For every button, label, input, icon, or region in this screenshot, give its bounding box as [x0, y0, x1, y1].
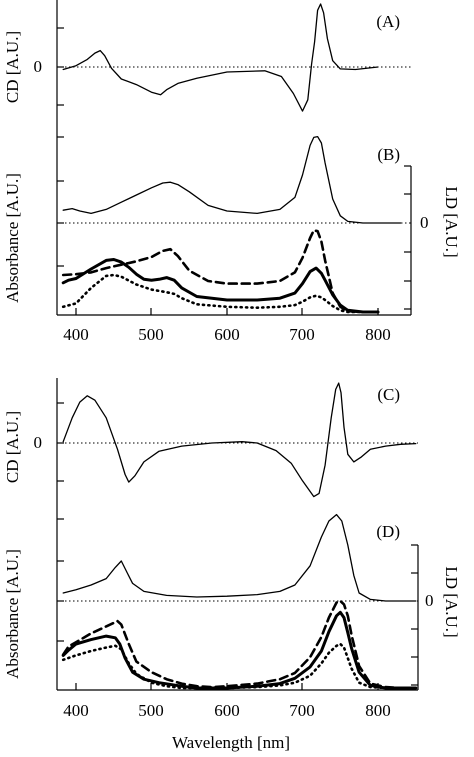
series-line-dashed	[61, 599, 418, 690]
panel-b-y-axis-label: Absorbance [A.U.]	[3, 173, 22, 303]
panel-d-ld-zero-label: 0	[425, 591, 434, 610]
panel-d-x-ticks: 400 500 600 700 800	[63, 683, 391, 720]
panel-c-zero-label: 0	[34, 433, 43, 452]
x-axis-label: Wavelength [nm]	[172, 733, 290, 752]
series-line-thick-solid	[61, 258, 380, 314]
panel-b-label: (B)	[377, 145, 400, 164]
series-line-thick-solid	[61, 610, 418, 690]
panel-d-x-tick-label: 400	[63, 701, 89, 720]
panel-c-label: (C)	[377, 385, 400, 404]
panel-d-x-tick-label: 600	[214, 701, 240, 720]
panel-d-x-tick-label: 500	[138, 701, 164, 720]
panel-b-ld-axis-label: LD [A.U.]	[442, 186, 461, 257]
panel-a-cd: 0 (A) CD [A.U.]	[3, 0, 411, 132]
panel-a-label: (A)	[376, 12, 400, 31]
panel-c-cd: 0 (C) CD [A.U.]	[3, 378, 418, 512]
panel-b-x-tick-label: 400	[63, 325, 89, 344]
series-line-dotted	[61, 273, 380, 314]
panel-d-absorbance-ld: 0 (D) Absorbance [A.U.] LD [A.U.] 400 50…	[3, 512, 461, 752]
panel-b-absorbance-ld: 0 (B) Absorbance [A.U.] LD [A.U.] 400 50…	[3, 132, 461, 344]
panel-b-x-tick-label: 700	[289, 325, 315, 344]
panel-d-label: (D)	[376, 522, 400, 541]
series-line-thin-solid	[62, 382, 417, 498]
panel-b-x-tick-label: 500	[138, 325, 164, 344]
series-line-thin-solid	[62, 3, 379, 112]
panel-d-x-tick-label: 700	[289, 701, 315, 720]
panel-b-x-tick-label: 600	[214, 325, 240, 344]
panel-c-y-axis-label: CD [A.U.]	[3, 411, 22, 483]
series-line-thin-solid	[62, 135, 402, 224]
panel-a-zero-label: 0	[34, 57, 43, 76]
series-line-thin-solid	[62, 513, 417, 602]
panel-d-ld-axis-label: LD [A.U.]	[442, 566, 461, 637]
panel-d-x-tick-label: 800	[365, 701, 391, 720]
series-line-dotted	[61, 642, 418, 690]
panel-b-ld-zero-label: 0	[420, 213, 429, 232]
panel-b-x-ticks: 400 500 600 700 800	[63, 308, 391, 344]
panel-d-y-axis-label: Absorbance [A.U.]	[3, 549, 22, 679]
panel-b-x-tick-label: 800	[365, 325, 391, 344]
series-line-dashed	[61, 229, 380, 314]
panel-a-y-axis-label: CD [A.U.]	[3, 31, 22, 103]
